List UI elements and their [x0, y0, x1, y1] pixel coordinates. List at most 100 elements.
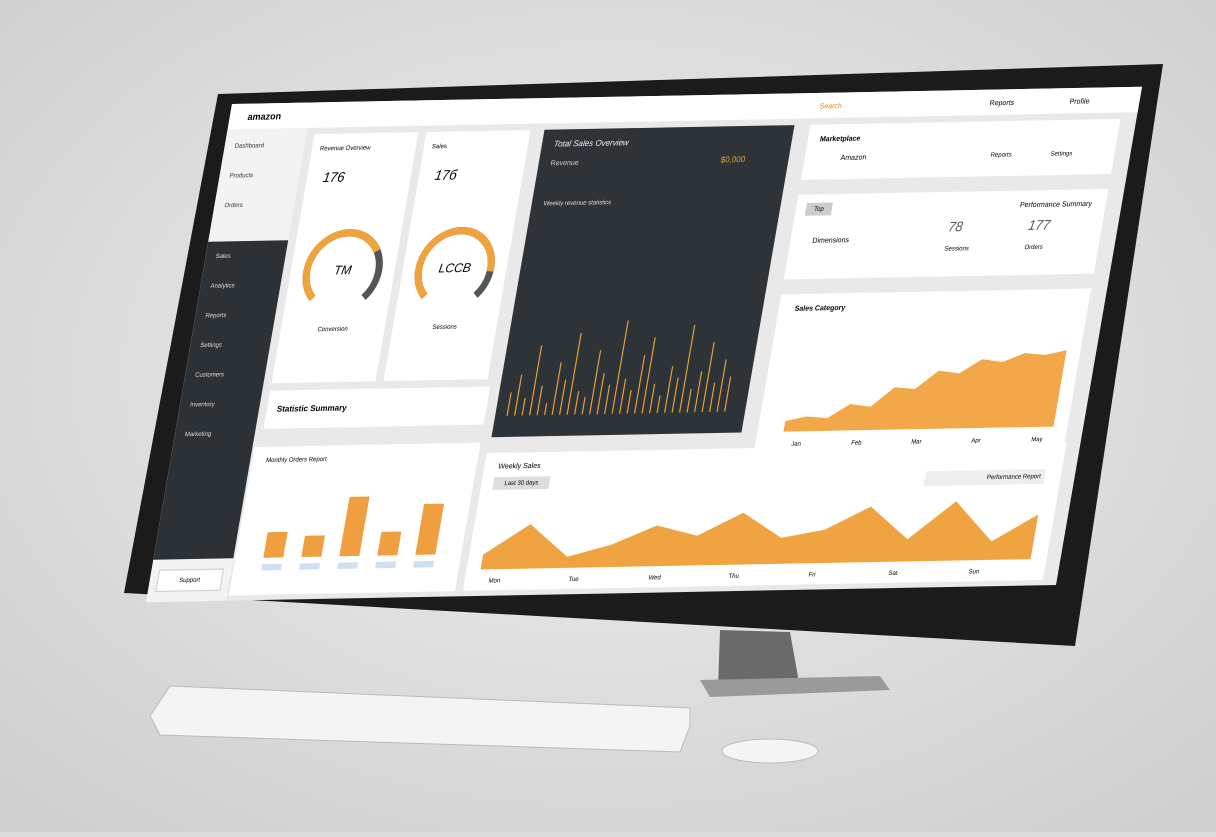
spike — [521, 397, 526, 416]
trend-chart: Mon Tue Wed Thu Fri Sat Sun — [480, 501, 1039, 585]
dark-badge: $0,000 — [720, 154, 747, 165]
metric-label: Sessions — [944, 245, 970, 253]
x-label: Feb — [851, 439, 863, 446]
support-label: Support — [179, 577, 201, 585]
bar — [377, 531, 402, 556]
bar — [339, 496, 370, 557]
gauge-title: Sales — [431, 143, 447, 150]
metrics-card — [783, 188, 1109, 280]
x-label: Apr — [971, 437, 982, 444]
metrics-items: 78 Sessions 177 Orders — [944, 217, 1052, 252]
spike — [686, 389, 692, 413]
gauge-value — [302, 229, 383, 302]
sidebar-item[interactable]: Sales — [215, 253, 231, 260]
bar — [301, 535, 325, 558]
metrics-label: Dimensions — [812, 235, 850, 245]
spike — [716, 359, 727, 412]
bars-title: Monthly Orders Report — [266, 456, 328, 464]
bar — [415, 503, 445, 555]
dark-title: Total Sales Overview — [553, 137, 630, 149]
sidebar-item[interactable]: Customers — [195, 371, 225, 379]
x-label: Thu — [728, 573, 740, 580]
spike — [671, 377, 679, 413]
bar-base — [337, 562, 359, 570]
spike — [543, 403, 548, 416]
trend-legend-bg — [923, 468, 1047, 487]
stats-subtitle: Amazon — [840, 152, 867, 162]
user[interactable]: Profile — [1069, 96, 1090, 106]
spike — [708, 382, 716, 412]
x-label: Mar — [911, 438, 923, 445]
trend-area — [480, 501, 1039, 570]
trend-title: Weekly Sales — [498, 461, 542, 471]
spike — [663, 366, 674, 413]
x-label: Jan — [791, 441, 802, 448]
stats-title: Marketplace — [819, 133, 861, 143]
spike — [513, 374, 523, 416]
spike — [723, 376, 732, 412]
spike — [588, 350, 602, 415]
dark-subtitle: Revenue — [550, 158, 580, 168]
metric-value: 177 — [1027, 217, 1052, 233]
spike — [611, 320, 629, 414]
spike — [626, 390, 632, 414]
spike — [648, 383, 656, 414]
sidebar-item[interactable]: Products — [229, 172, 254, 180]
mouse — [721, 738, 819, 764]
gauge-card — [271, 132, 419, 384]
x-label: Sun — [968, 568, 980, 575]
area-fill — [783, 350, 1067, 432]
gauges: Revenue Overview 176 TM Conversion Sales 17б L… — [271, 130, 531, 384]
x-label: Wed — [648, 574, 662, 581]
sidebar-item[interactable]: Inventory — [189, 401, 216, 409]
spike — [701, 342, 715, 413]
dark-chart — [506, 320, 732, 416]
spike — [678, 325, 696, 413]
sidebar-item[interactable]: Dashboard — [234, 142, 265, 150]
spike — [581, 396, 586, 415]
spike — [618, 378, 627, 414]
spike — [506, 392, 512, 416]
bar-base — [299, 562, 321, 570]
bar-chart — [261, 496, 445, 571]
metric-value: 78 — [947, 219, 965, 235]
sidebar-item[interactable]: Analytics — [210, 282, 235, 290]
bar-base — [413, 560, 435, 568]
sidebar-item[interactable]: Orders — [224, 202, 244, 209]
spike — [551, 362, 562, 415]
bar-base — [261, 563, 283, 571]
dark-panel — [491, 125, 795, 438]
trend-legend: Performance Report — [986, 473, 1041, 481]
summary-title: Statistic Summary — [276, 402, 348, 414]
keyboard — [149, 685, 691, 753]
spike — [633, 355, 646, 414]
x-label: Fri — [808, 571, 816, 578]
metric-label: Orders — [1024, 244, 1044, 251]
spike — [536, 386, 543, 416]
search[interactable]: Search — [819, 101, 843, 111]
gauge-caption: Sessions — [432, 323, 458, 331]
gauge-kpi: 17б — [434, 167, 459, 183]
summary-card — [263, 386, 491, 429]
metrics-title: Performance Summary — [1019, 199, 1093, 210]
dark-note: Weekly revenue statistics — [543, 199, 612, 207]
sidebar-item[interactable]: Reports — [205, 312, 227, 320]
spike — [693, 371, 703, 413]
stats-card — [800, 118, 1121, 180]
spike — [573, 391, 580, 415]
support-button[interactable] — [155, 568, 225, 592]
logo: amazon — [247, 111, 282, 122]
metrics-badge: Top — [813, 206, 824, 213]
screen: amazon Search Reports Profile Dashboard P… — [145, 86, 1142, 603]
sidebar-item[interactable]: Marketing — [184, 431, 212, 439]
x-label: Sat — [888, 570, 898, 577]
sidebar-item[interactable]: Settings — [200, 342, 223, 350]
menu[interactable]: Reports — [989, 98, 1015, 108]
trend-badge: Last 30 days — [504, 479, 539, 487]
spike — [558, 379, 567, 415]
x-label: Tue — [568, 576, 580, 583]
gauge-card — [383, 130, 531, 382]
gauge-value — [414, 227, 495, 299]
